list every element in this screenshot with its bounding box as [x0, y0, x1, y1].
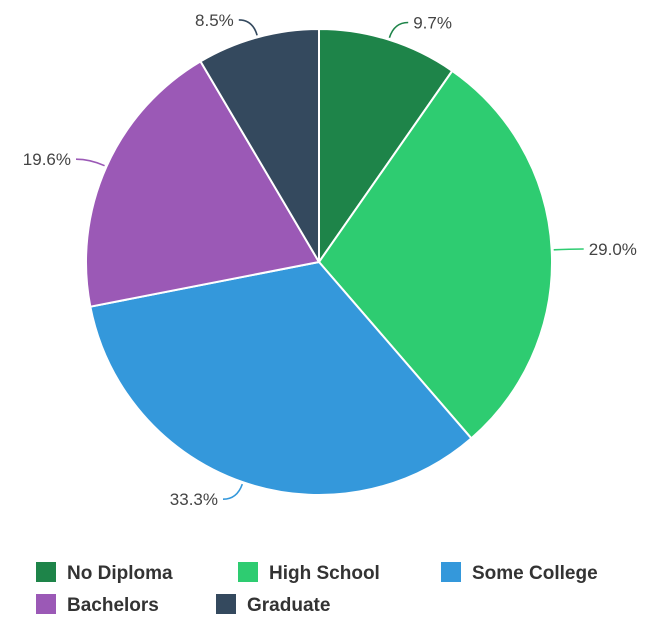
slice-label-graduate: 8.5% [195, 11, 234, 30]
slice-label-high-school: 29.0% [589, 240, 637, 259]
legend-item-bachelors[interactable]: Bachelors [36, 594, 159, 616]
legend-swatch-some-college [441, 562, 461, 582]
leader-line-high-school [553, 248, 584, 251]
legend-label-some-college: Some College [472, 563, 598, 584]
pie-slice-graduate [199, 28, 320, 263]
pie-slice-no-diploma [318, 28, 454, 263]
slice-labels: 9.7% 29.0% 33.3% 19.6% 8.5% [23, 11, 637, 509]
pie-slice-high-school [318, 69, 554, 440]
legend-label-graduate: Graduate [247, 595, 330, 616]
legend-swatch-no-diploma [36, 562, 56, 582]
pie-slice-some-college [89, 261, 473, 496]
slice-label-no-diploma: 9.7% [413, 14, 452, 33]
chart-legend: No Diploma High School Some College Bachelo… [36, 562, 598, 616]
label-leader-lines [75, 19, 584, 500]
legend-swatch-graduate [216, 594, 236, 614]
legend-label-bachelors: Bachelors [67, 595, 159, 616]
legend-item-no-diploma[interactable]: No Diploma [36, 562, 173, 584]
leader-line-no-diploma [388, 21, 409, 39]
pie-slice-bachelors [85, 60, 320, 308]
leader-line-graduate [238, 19, 258, 36]
slice-label-bachelors: 19.6% [23, 150, 71, 169]
leader-line-some-college [222, 483, 244, 500]
legend-item-graduate[interactable]: Graduate [216, 594, 330, 616]
pie-slices [85, 28, 554, 496]
legend-item-high-school[interactable]: High School [238, 562, 380, 584]
legend-label-no-diploma: No Diploma [67, 563, 173, 584]
legend-swatch-bachelors [36, 594, 56, 614]
slice-label-some-college: 33.3% [170, 490, 218, 509]
legend-swatch-high-school [238, 562, 258, 582]
legend-item-some-college[interactable]: Some College [441, 562, 598, 584]
legend-label-high-school: High School [269, 563, 380, 584]
leader-line-bachelors [75, 158, 105, 167]
